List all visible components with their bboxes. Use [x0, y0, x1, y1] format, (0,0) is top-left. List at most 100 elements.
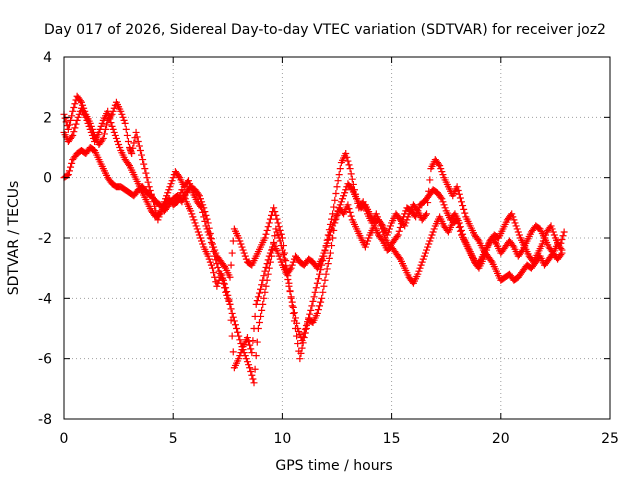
- data-point: [245, 337, 253, 345]
- data-point: [306, 310, 314, 318]
- data-point: [264, 270, 272, 278]
- data-point: [314, 275, 322, 283]
- data-point: [192, 222, 200, 230]
- data-point: [261, 234, 269, 242]
- data-point: [403, 216, 411, 224]
- data-point: [325, 254, 333, 262]
- data-point: [189, 213, 197, 221]
- data-point: [72, 120, 80, 128]
- data-point: [249, 337, 257, 345]
- data-point: [249, 375, 257, 383]
- data-point: [421, 249, 429, 257]
- data-point: [67, 116, 75, 124]
- data-point: [333, 183, 341, 191]
- data-point: [549, 228, 557, 236]
- data-point: [215, 276, 223, 284]
- data-point: [105, 111, 113, 119]
- data-point: [68, 133, 76, 141]
- data-point: [142, 169, 150, 177]
- data-point: [438, 195, 446, 203]
- data-point: [218, 275, 226, 283]
- data-point: [275, 252, 283, 260]
- data-point: [293, 332, 301, 340]
- data-point: [263, 260, 271, 268]
- data-point: [323, 265, 331, 273]
- data-point: [322, 243, 330, 251]
- data-point: [455, 223, 463, 231]
- data-point: [198, 237, 206, 245]
- data-point: [265, 252, 273, 260]
- data-point: [227, 305, 235, 313]
- data-point: [195, 231, 203, 239]
- data-point: [103, 121, 111, 129]
- data-point: [255, 318, 263, 326]
- data-point: [285, 279, 293, 287]
- x-axis-label: GPS time / hours: [275, 458, 392, 474]
- data-point: [461, 209, 469, 217]
- data-point: [440, 201, 448, 209]
- data-point: [427, 234, 435, 242]
- axis-ticks: [63, 56, 611, 420]
- data-point: [266, 249, 274, 257]
- data-point: [302, 325, 310, 332]
- y-tick-label: -4: [38, 291, 52, 307]
- data-point: [96, 125, 104, 133]
- data-point: [143, 174, 151, 182]
- data-point: [286, 287, 294, 295]
- data-point: [71, 100, 79, 108]
- y-tick-label: 4: [43, 50, 52, 66]
- data-point: [64, 125, 72, 133]
- data-point: [287, 294, 295, 302]
- data-point: [453, 216, 461, 224]
- data-point: [118, 110, 126, 118]
- data-point: [419, 255, 427, 263]
- data-point: [253, 338, 261, 346]
- data-point: [168, 177, 176, 185]
- data-point: [106, 115, 114, 123]
- data-point: [250, 379, 258, 387]
- data-point: [453, 183, 461, 191]
- data-point: [70, 128, 78, 136]
- data-point: [547, 222, 555, 230]
- data-point: [200, 204, 208, 212]
- data-point: [104, 107, 112, 115]
- data-point: [401, 222, 409, 230]
- data-point: [281, 249, 289, 257]
- data-point: [508, 210, 516, 218]
- data-point: [412, 213, 420, 221]
- data-point: [337, 198, 345, 206]
- data-point: [307, 306, 315, 314]
- data-point: [205, 224, 213, 232]
- data-point: [515, 231, 523, 239]
- x-tick-label: 15: [383, 431, 401, 447]
- data-point: [288, 261, 296, 269]
- data-point: [238, 346, 246, 354]
- data-point: [509, 213, 517, 221]
- data-point: [560, 228, 568, 236]
- data-point: [248, 371, 256, 379]
- data-point: [262, 230, 270, 238]
- data-point: [334, 208, 342, 216]
- data-point: [237, 349, 245, 357]
- data-point: [271, 208, 279, 216]
- data-point: [219, 279, 227, 287]
- data-point: [331, 196, 339, 204]
- data-point: [264, 256, 272, 264]
- data-point: [110, 128, 118, 136]
- data-point: [267, 246, 275, 254]
- data-point: [229, 237, 237, 245]
- data-point: [245, 361, 253, 369]
- data-point: [134, 137, 142, 145]
- data-point: [346, 165, 354, 173]
- data-point: [402, 219, 410, 227]
- data-point: [138, 151, 146, 159]
- data-point: [404, 213, 412, 221]
- data-point: [294, 340, 302, 348]
- data-point: [69, 131, 77, 139]
- data-point: [387, 222, 395, 230]
- data-point: [205, 255, 213, 263]
- data-point: [326, 228, 334, 236]
- data-point: [394, 231, 402, 239]
- data-point: [253, 297, 261, 305]
- data-point: [361, 243, 369, 251]
